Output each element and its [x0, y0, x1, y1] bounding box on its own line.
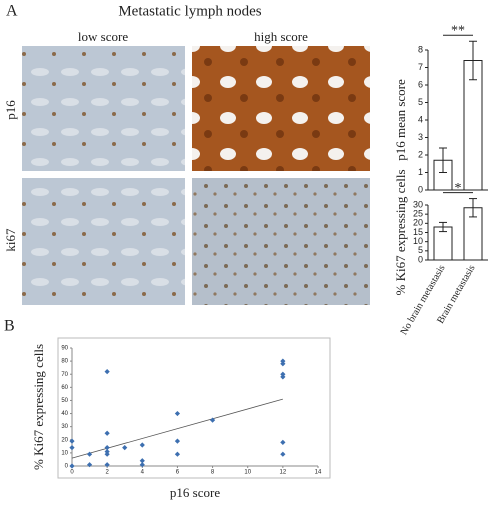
point [174, 438, 181, 444]
y-tick-label: 70 [61, 372, 68, 378]
x-tick-label: 12 [280, 470, 287, 476]
y-tick-label: 10 [413, 236, 423, 246]
point [86, 462, 93, 468]
y-tick-label: 7 [418, 62, 423, 72]
x-tick-label: 8 [211, 470, 215, 476]
y-axis-label: % Ki67 expressing cells [393, 169, 408, 295]
point [104, 448, 110, 455]
x-tick-label: 6 [176, 470, 180, 476]
y-tick-label: 5 [418, 97, 423, 107]
y-tick-label: 20 [61, 437, 68, 443]
point [69, 463, 75, 469]
x-tick-label: 2 [105, 470, 109, 476]
y-tick-label: 90 [61, 346, 68, 352]
point [280, 361, 286, 367]
micrograph [22, 178, 185, 305]
y-tick-label: 4 [418, 114, 423, 124]
x-tick-label: 10 [244, 470, 251, 476]
point [104, 462, 110, 468]
y-tick-label: 3 [418, 132, 423, 142]
significance-label: ** [451, 23, 465, 38]
y-tick-label: 1 [418, 167, 423, 177]
x-tick-label: 14 [315, 470, 322, 476]
y-tick-label: 0 [418, 254, 423, 264]
point [280, 358, 286, 364]
x-tick-label: 4 [141, 470, 145, 476]
point [104, 369, 110, 375]
panel-label: A [6, 3, 18, 20]
y-axis-label: p16 mean score [393, 79, 408, 161]
y-tick-label: 2 [418, 149, 423, 159]
y-tick-label: 0 [65, 464, 69, 470]
point [139, 458, 145, 464]
y-axis-label: % Ki67 expressing cells [31, 344, 46, 470]
y-tick-label: 40 [61, 411, 68, 417]
panel-title: Metastatic lymph nodes [118, 3, 261, 19]
point [139, 442, 145, 448]
y-tick-label: 20 [413, 218, 423, 228]
y-tick-label: 6 [418, 79, 423, 89]
x-tick-label: 0 [70, 470, 74, 476]
row-label: ki67 [3, 228, 18, 252]
point [280, 451, 286, 457]
point [122, 445, 128, 451]
x-axis-label: p16 score [170, 485, 220, 500]
y-tick-label: 50 [61, 398, 68, 404]
micrograph [192, 178, 370, 305]
point [86, 451, 93, 457]
micrograph [22, 46, 185, 171]
y-tick-label: 25 [413, 209, 423, 219]
y-tick-label: 60 [61, 385, 68, 391]
trendline [71, 398, 283, 459]
point [104, 430, 110, 436]
point [174, 410, 181, 417]
y-tick-label: 5 [418, 245, 423, 255]
significance-label: * [455, 181, 462, 196]
y-tick-label: 0 [418, 184, 423, 194]
point [280, 439, 286, 445]
point [139, 462, 145, 468]
point [104, 445, 110, 451]
micrograph [192, 46, 370, 171]
point [209, 417, 216, 423]
plot-frame [57, 337, 331, 479]
panel-label: B [4, 318, 15, 335]
point [280, 371, 286, 377]
point [280, 374, 286, 380]
row-label: p16 [3, 100, 18, 120]
column-label: low score [78, 29, 128, 44]
point [69, 438, 75, 444]
point [174, 451, 181, 457]
column-label: high score [254, 29, 308, 44]
y-tick-label: 30 [61, 424, 68, 430]
y-tick-label: 15 [413, 227, 423, 237]
y-tick-label: 10 [61, 450, 68, 456]
point [69, 445, 75, 451]
point [104, 451, 110, 457]
y-tick-label: 8 [418, 44, 423, 54]
y-tick-label: 80 [61, 359, 68, 365]
y-tick-label: 30 [413, 199, 423, 209]
